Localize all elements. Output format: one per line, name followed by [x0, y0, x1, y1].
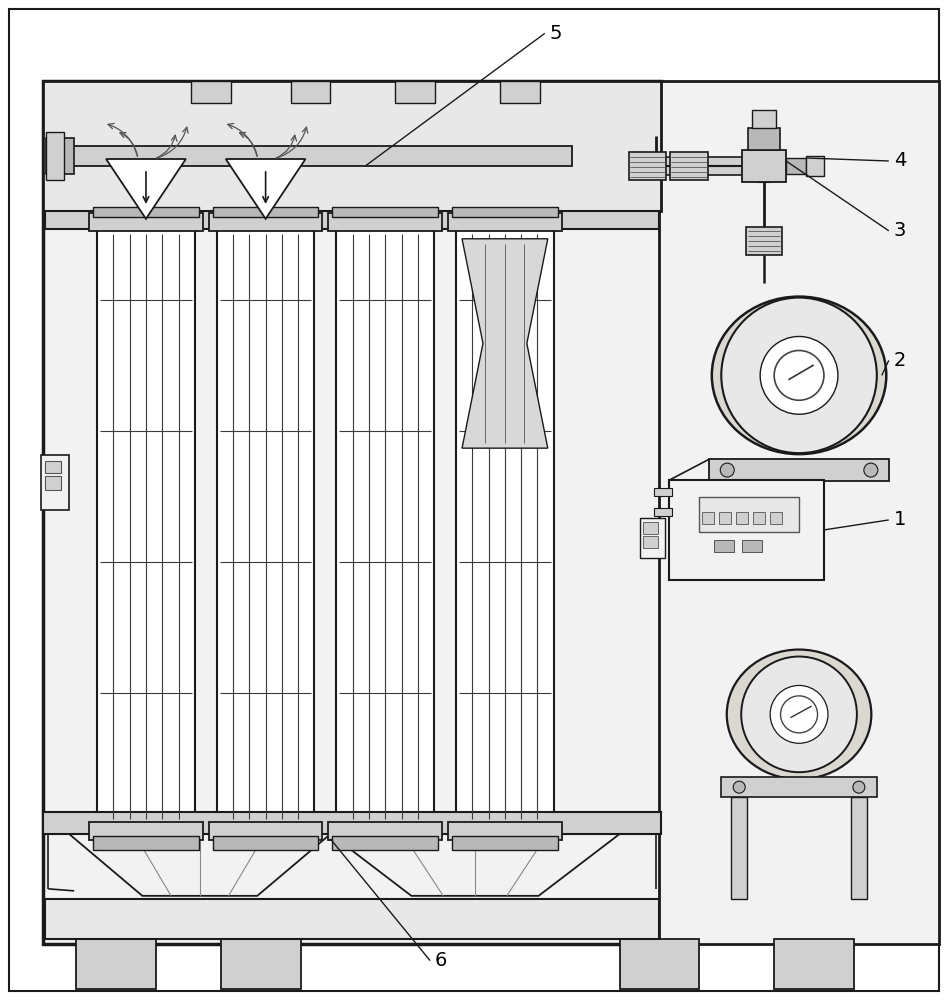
Bar	[654, 508, 672, 516]
Bar	[46, 476, 62, 490]
Bar	[737, 512, 748, 524]
Bar	[746, 227, 782, 255]
Bar	[89, 822, 203, 840]
Bar	[93, 836, 199, 850]
Bar	[97, 229, 195, 824]
Bar	[333, 836, 438, 850]
Bar	[328, 213, 442, 231]
Bar	[46, 211, 660, 229]
Bar	[709, 459, 889, 481]
Bar	[46, 899, 660, 939]
Bar	[720, 512, 731, 524]
Text: 6: 6	[435, 951, 447, 970]
Bar	[93, 207, 199, 217]
Bar	[731, 797, 747, 899]
Bar	[452, 207, 557, 217]
Polygon shape	[331, 834, 620, 896]
Bar	[643, 522, 659, 534]
Ellipse shape	[712, 297, 886, 454]
Circle shape	[760, 336, 838, 414]
Bar	[212, 207, 319, 217]
Circle shape	[853, 781, 865, 793]
Bar	[328, 822, 442, 840]
Bar	[337, 229, 434, 824]
Bar	[851, 797, 866, 899]
Bar	[209, 822, 322, 840]
Bar	[752, 110, 776, 128]
Bar	[448, 213, 562, 231]
Bar	[42, 455, 69, 510]
Bar	[209, 213, 322, 231]
Bar	[221, 939, 301, 989]
Bar	[500, 81, 539, 103]
Bar	[654, 488, 672, 496]
Bar	[770, 512, 782, 524]
Polygon shape	[462, 239, 548, 448]
Text: 5: 5	[550, 24, 562, 43]
Bar	[786, 158, 806, 174]
Bar	[775, 939, 854, 989]
Bar	[46, 132, 64, 180]
Text: 4: 4	[894, 151, 906, 170]
Circle shape	[775, 350, 824, 400]
Bar	[753, 512, 765, 524]
Text: 2: 2	[894, 351, 906, 370]
Bar	[721, 777, 877, 797]
Bar	[448, 822, 562, 840]
Bar	[670, 152, 708, 180]
Circle shape	[741, 657, 857, 772]
Bar	[640, 518, 665, 558]
Bar	[742, 540, 762, 552]
Bar	[620, 939, 700, 989]
Bar	[452, 836, 557, 850]
Bar	[333, 207, 438, 217]
Bar	[44, 812, 662, 834]
Circle shape	[721, 298, 877, 453]
Polygon shape	[106, 159, 186, 219]
Bar	[629, 152, 666, 180]
Bar	[58, 146, 572, 166]
Bar	[742, 150, 786, 182]
Bar	[191, 81, 230, 103]
Polygon shape	[226, 159, 305, 219]
Circle shape	[720, 463, 735, 477]
Bar	[643, 536, 659, 548]
Bar	[456, 229, 554, 824]
Circle shape	[733, 781, 745, 793]
Polygon shape	[69, 834, 331, 896]
Bar	[669, 480, 824, 580]
Text: 1: 1	[894, 510, 906, 529]
Bar	[806, 156, 824, 176]
Bar	[212, 836, 319, 850]
Bar	[89, 213, 203, 231]
Bar	[46, 461, 62, 473]
Bar	[76, 939, 155, 989]
Bar	[748, 128, 780, 150]
Ellipse shape	[727, 650, 871, 779]
Bar	[217, 229, 315, 824]
Bar	[44, 81, 662, 944]
Text: 3: 3	[894, 221, 906, 240]
Bar	[714, 540, 735, 552]
Bar	[44, 81, 662, 211]
Circle shape	[864, 463, 878, 477]
Bar	[660, 81, 939, 944]
Bar	[702, 512, 714, 524]
Bar	[700, 497, 799, 532]
Bar	[46, 138, 74, 174]
Bar	[290, 81, 331, 103]
Bar	[395, 81, 435, 103]
Circle shape	[780, 696, 817, 733]
Bar	[642, 157, 759, 175]
Circle shape	[770, 685, 828, 743]
